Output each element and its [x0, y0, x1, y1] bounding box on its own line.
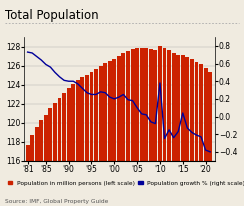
Legend: Population in million persons (left scale), Population growth % (right scale): Population in million persons (left scal… — [8, 181, 244, 186]
Text: Source: IMF, Global Property Guide: Source: IMF, Global Property Guide — [5, 199, 108, 204]
Bar — [122, 53, 125, 206]
Bar — [153, 50, 157, 206]
Bar — [49, 108, 52, 206]
Bar — [167, 50, 171, 206]
Bar — [117, 56, 121, 206]
Bar — [140, 48, 144, 206]
Bar — [108, 61, 112, 206]
Bar — [103, 63, 107, 206]
Bar — [144, 48, 148, 206]
Bar — [163, 48, 166, 206]
Bar — [194, 62, 198, 206]
Bar — [135, 48, 139, 206]
Bar — [172, 53, 176, 206]
Bar — [126, 51, 130, 206]
Bar — [190, 59, 194, 206]
Bar — [26, 145, 30, 206]
Bar — [71, 84, 75, 206]
Bar — [85, 75, 89, 206]
Bar — [62, 93, 66, 206]
Bar — [67, 88, 71, 206]
Text: Total Population: Total Population — [5, 9, 99, 22]
Bar — [90, 72, 93, 206]
Bar — [131, 49, 134, 206]
Bar — [94, 69, 98, 206]
Bar — [58, 98, 61, 206]
Bar — [81, 77, 84, 206]
Bar — [149, 49, 153, 206]
Bar — [39, 120, 43, 206]
Bar — [30, 135, 34, 206]
Bar — [112, 59, 116, 206]
Bar — [53, 103, 57, 206]
Bar — [35, 127, 39, 206]
Bar — [208, 72, 212, 206]
Bar — [99, 66, 102, 206]
Bar — [158, 46, 162, 206]
Bar — [181, 55, 185, 206]
Bar — [204, 68, 208, 206]
Bar — [76, 80, 80, 206]
Bar — [44, 115, 48, 206]
Bar — [199, 64, 203, 206]
Bar — [176, 55, 180, 206]
Bar — [185, 57, 189, 206]
